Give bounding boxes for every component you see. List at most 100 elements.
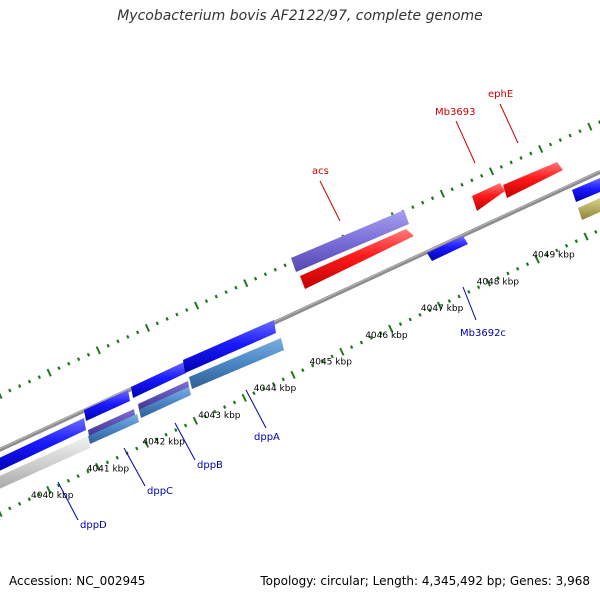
- inner-tick: [359, 340, 364, 345]
- gene-label[interactable]: dppD: [80, 520, 107, 531]
- outer-tick: [214, 294, 218, 299]
- inner-tick: [447, 299, 452, 303]
- gene-dppA[interactable]: [183, 320, 276, 373]
- outer-tick: [194, 301, 200, 310]
- inner-tick: [281, 377, 285, 382]
- outer-tick: [558, 138, 562, 142]
- outer-tick: [185, 308, 189, 312]
- inner-tick: [320, 359, 325, 363]
- gene-dppC[interactable]: [84, 390, 130, 421]
- inner-tick: [436, 301, 443, 310]
- inner-tick: [457, 294, 461, 299]
- gene-right-olive[interactable]: [578, 198, 600, 220]
- outer-tick: [488, 167, 495, 176]
- inner-tick: [105, 460, 110, 465]
- inner-tick: [135, 446, 139, 451]
- gene-dppD[interactable]: [0, 418, 86, 472]
- outer-tick: [283, 263, 287, 268]
- outer-tick: [204, 299, 209, 303]
- outer-tick: [538, 144, 544, 154]
- inner-tick: [583, 232, 589, 241]
- kbp-tick-label: 4046 kbp: [365, 331, 408, 341]
- inner-tick: [545, 253, 549, 257]
- gene-track-lower: [0, 178, 600, 490]
- inner-tick: [496, 276, 500, 280]
- gene-label-leader: [455, 120, 476, 164]
- outer-tick: [480, 173, 484, 178]
- gene-label-leader: [462, 286, 477, 321]
- outer-tick: [430, 196, 435, 201]
- gene-label[interactable]: acs: [312, 166, 329, 177]
- gene-label-leader: [245, 389, 267, 429]
- gene-steel-3[interactable]: [189, 338, 284, 389]
- gene-right-blue[interactable]: [572, 178, 600, 202]
- outer-tick: [460, 182, 464, 187]
- inner-tick: [525, 262, 530, 267]
- inner-tick: [271, 382, 276, 386]
- inner-tick: [95, 462, 101, 471]
- inner-tick: [192, 416, 198, 425]
- inner-tick: [17, 501, 22, 506]
- inner-tick: [467, 289, 471, 294]
- gene-track-upper: [291, 162, 563, 289]
- inner-tick: [252, 391, 256, 396]
- gene-label[interactable]: Mb3693: [435, 107, 475, 118]
- inner-tick: [574, 239, 578, 244]
- outer-tick: [86, 352, 91, 357]
- outer-tick: [421, 200, 425, 205]
- gene-label[interactable]: dppB: [197, 460, 223, 471]
- inner-tick: [183, 423, 188, 428]
- gene-steel-1[interactable]: [88, 414, 139, 444]
- gene-steel-2[interactable]: [139, 387, 191, 418]
- inner-tick: [594, 230, 598, 234]
- gene-dppB[interactable]: [131, 362, 186, 398]
- gene-label[interactable]: dppC: [147, 486, 173, 497]
- outer-tick: [519, 156, 523, 160]
- gene-label[interactable]: Mb3692c: [460, 328, 506, 339]
- gene-ephE[interactable]: [503, 162, 563, 198]
- genome-backbone-highlight: [0, 170, 600, 450]
- gene-Mb3692c[interactable]: [427, 236, 468, 261]
- gene-label-leader: [57, 481, 79, 521]
- inner-tick: [476, 285, 481, 290]
- inner-tick: [301, 368, 305, 373]
- gene-dppB-overlay[interactable]: [138, 381, 189, 410]
- inner-tick: [262, 386, 266, 391]
- inner-tick: [232, 400, 237, 405]
- outer-tick: [46, 368, 52, 377]
- gene-Mb3693[interactable]: [472, 183, 505, 211]
- inner-tick: [310, 363, 315, 368]
- inner-tick: [379, 331, 383, 336]
- kbp-tick-label: 4048 kbp: [477, 277, 520, 287]
- inner-tick: [388, 324, 394, 333]
- inner-tick: [213, 409, 217, 414]
- kbp-tick-label: 4047 kbp: [421, 304, 464, 314]
- outer-tick: [0, 392, 3, 400]
- inner-tick: [330, 354, 334, 359]
- gene-acs[interactable]: [300, 229, 414, 289]
- gene-grey[interactable]: [0, 436, 90, 490]
- outer-tick: [126, 334, 130, 339]
- inner-tick: [154, 437, 158, 442]
- outer-tick: [529, 151, 533, 156]
- inner-tick: [349, 345, 354, 350]
- kbp-tick-label: 4044 kbp: [254, 384, 297, 394]
- gene-label[interactable]: dppA: [254, 432, 280, 443]
- inner-tick: [66, 478, 71, 483]
- outer-tick: [27, 379, 32, 384]
- kbp-tick-label: 4042 kbp: [142, 438, 185, 448]
- outer-tick: [76, 357, 81, 362]
- outer-tick: [57, 366, 61, 371]
- inner-tick: [8, 506, 12, 511]
- gene-dppC-overlay[interactable]: [88, 409, 135, 436]
- gene-acs-purple[interactable]: [291, 210, 409, 272]
- outer-tick: [568, 133, 572, 138]
- gene-label[interactable]: ephE: [488, 89, 513, 100]
- kbp-tick-label: 4043 kbp: [198, 411, 241, 421]
- inner-tick: [418, 312, 422, 317]
- inner-tick: [203, 414, 207, 419]
- inner-tick-ring: [0, 230, 598, 518]
- outer-tick: [548, 142, 553, 147]
- inner-tick: [555, 248, 559, 253]
